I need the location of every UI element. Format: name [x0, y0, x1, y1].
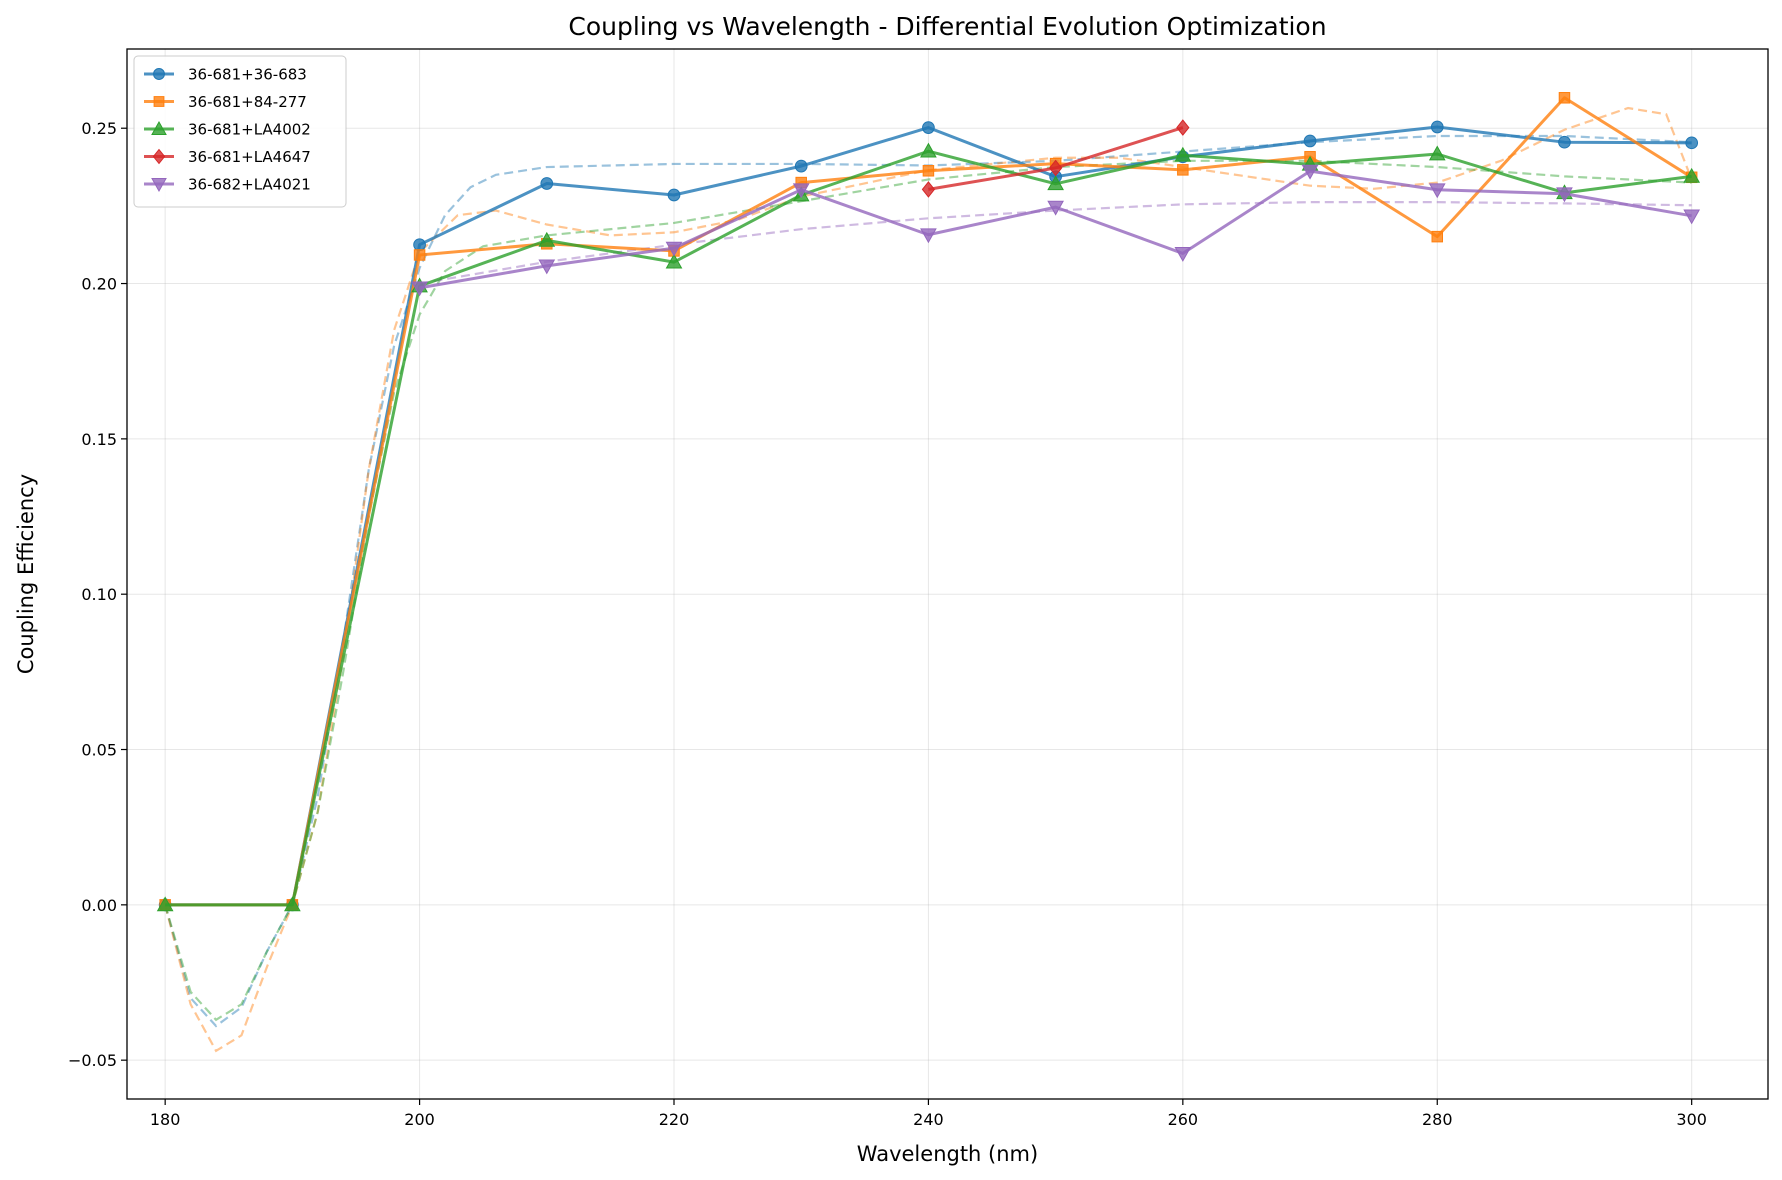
x-tick-label: 300: [1676, 1110, 1707, 1129]
legend-marker: [151, 178, 167, 193]
legend-marker: [153, 68, 165, 80]
y-axis-label: Coupling Efficiency: [14, 474, 38, 674]
y-tick-label: −0.05: [68, 1051, 117, 1070]
data-point: [284, 896, 301, 912]
fit-curves: [164, 106, 1693, 1053]
data-point: [922, 165, 935, 177]
data-point: [1683, 209, 1701, 225]
legend-marker: [153, 96, 165, 107]
data-point: [413, 249, 426, 261]
x-tick-label: 180: [150, 1110, 181, 1129]
legend-marker: [151, 120, 167, 135]
series-lines: [156, 92, 1701, 912]
x-tick-label: 220: [659, 1110, 690, 1129]
data-point: [1431, 230, 1444, 243]
series-4: [921, 119, 1190, 198]
legend-label: 36-681+36-683: [188, 66, 307, 84]
x-tick-label: 240: [913, 1110, 944, 1129]
axis-ticks: 180 200 220 240 260 280 300 −0.05 0.00 0.05 0.10 0.…: [68, 119, 1707, 1129]
data-point: [922, 121, 935, 134]
y-tick-label: 0.15: [81, 430, 117, 449]
data-point: [920, 228, 937, 244]
legend-label: 36-682+LA4021: [188, 176, 311, 194]
legend: 36-681+36-683 36-681+84-277 36-681+LA4002 3…: [133, 55, 347, 208]
data-point: [665, 241, 683, 257]
y-tick-label: 0.05: [81, 741, 117, 760]
legend-item: 36-681+LA4647: [144, 148, 311, 166]
data-point: [1047, 200, 1064, 216]
series-5: [411, 164, 1701, 297]
data-point: [1047, 175, 1064, 191]
data-point: [665, 253, 683, 269]
data-point: [1556, 187, 1573, 203]
x-axis-label: Wavelength (nm): [857, 1142, 1038, 1166]
data-point: [1174, 247, 1192, 262]
data-point: [411, 281, 428, 297]
y-tick-label: 0.10: [81, 585, 117, 604]
data-point: [156, 896, 174, 912]
legend-label: 36-681+LA4647: [188, 148, 311, 166]
legend-label: 36-681+84-277: [188, 93, 307, 111]
data-point: [1428, 145, 1446, 161]
data-point: [1048, 159, 1063, 177]
data-point: [540, 177, 554, 190]
data-point: [921, 181, 936, 198]
legend-item: 36-682+LA4021: [144, 176, 311, 194]
legend-marker: [152, 148, 166, 165]
legend-item: 36-681+84-277: [144, 93, 307, 111]
x-tick-label: 280: [1422, 1110, 1453, 1129]
data-point: [1683, 167, 1701, 183]
data-point: [1430, 120, 1444, 134]
data-point: [413, 238, 426, 252]
data-point: [1301, 164, 1319, 180]
fit-curve-2: [164, 106, 1693, 1053]
x-tick-label: 260: [1168, 1110, 1199, 1129]
data-point: [538, 259, 556, 275]
data-point: [1174, 146, 1192, 162]
x-tick-label: 200: [404, 1110, 435, 1129]
grid: [127, 49, 1768, 1099]
fit-curve-1: [164, 134, 1692, 1028]
data-point: [792, 183, 810, 199]
data-point: [1303, 134, 1317, 148]
data-point: [1685, 136, 1699, 150]
data-point: [538, 231, 556, 247]
data-point: [1558, 92, 1571, 104]
data-point: [1558, 135, 1571, 149]
legend-box: [133, 55, 347, 208]
fit-curve-3: [164, 159, 1692, 1022]
fit-curve-5: [419, 201, 1692, 285]
y-tick-label: 0.00: [81, 896, 117, 915]
data-point: [920, 142, 937, 158]
data-point: [1176, 119, 1190, 136]
data-point: [667, 188, 681, 202]
legend-item: 36-681+36-683: [144, 66, 307, 84]
data-point: [794, 159, 808, 173]
chart-title: Coupling vs Wavelength - Differential Ev…: [568, 12, 1326, 41]
plot-frame: [126, 48, 1769, 1100]
legend-label: 36-681+LA4002: [188, 121, 311, 139]
y-tick-label: 0.25: [81, 119, 117, 138]
y-tick-label: 0.20: [81, 275, 117, 294]
data-point: [1428, 183, 1446, 199]
data-point: [1177, 164, 1189, 176]
legend-item: 36-681+LA4002: [144, 121, 311, 139]
